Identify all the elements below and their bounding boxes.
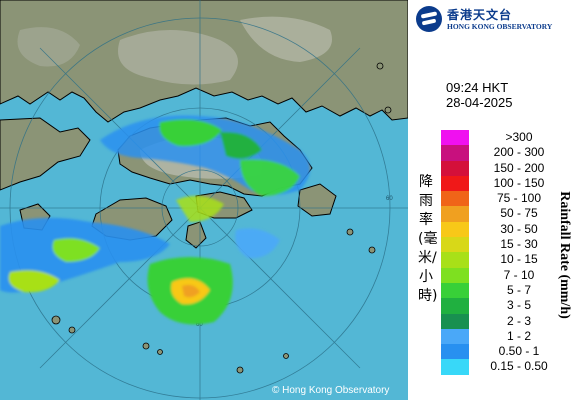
rain-cell (220, 131, 262, 159)
legend-swatch (441, 160, 469, 176)
legend-row: 75 - 100 (441, 191, 571, 207)
legend-swatch (441, 175, 469, 192)
hko-logo: 香港天文台 HONG KONG OBSERVATORY (414, 6, 574, 36)
rain-echoes (0, 115, 310, 325)
legend-swatch (441, 237, 469, 253)
legend-row: 200 - 300 (441, 145, 571, 161)
copyright-text: © Hong Kong Observatory (272, 385, 390, 396)
legend-range-label: >300 (505, 130, 533, 144)
legend-swatch (441, 359, 469, 375)
logo-chinese-name: 香港天文台 (447, 8, 513, 22)
west-peninsula (0, 117, 91, 191)
legend-row: 7 - 10 (441, 267, 571, 283)
rain-cell (235, 228, 280, 259)
info-panel: 香港天文台 HONG KONG OBSERVATORY 09:24 HKT 28… (408, 0, 577, 400)
legend-swatch (441, 267, 469, 283)
legend-swatch (441, 313, 469, 329)
legend-row: 50 - 75 (441, 206, 571, 222)
legend-swatch (441, 145, 469, 161)
rain-cell (176, 195, 224, 222)
legend-swatch (441, 298, 469, 314)
legend-swatch (441, 328, 469, 345)
legend-row: 1 - 2 (441, 328, 571, 345)
legend-row: 10 - 15 (441, 252, 571, 268)
lamma-island (185, 221, 207, 249)
legend-swatch (441, 130, 469, 146)
legend-range-label: 30 - 50 (500, 221, 538, 236)
legend-swatch (441, 282, 469, 299)
rain-cell (52, 238, 100, 262)
legend-range-label: 50 - 75 (500, 206, 538, 221)
legend-range-label: 1 - 2 (506, 328, 531, 343)
legend-range-label: 5 - 7 (506, 282, 531, 297)
legend-range-label: 75 - 100 (496, 191, 542, 206)
rainfall-legend: >300 200 - 300 150 - 200 100 - 150 75 - 100 5… (441, 130, 571, 375)
legend-range-label: 150 - 200 (493, 160, 545, 175)
legend-swatch (441, 206, 469, 222)
legend-title-english-wrap: Rainfall Rate (mm/h) (556, 170, 572, 340)
rain-cell (159, 119, 222, 147)
legend-range-label: 10 - 15 (500, 252, 538, 267)
cloud-patch (17, 27, 80, 67)
logo-english-name: HONG KONG OBSERVATORY (447, 22, 553, 31)
legend-row: 0.15 - 0.50 (441, 359, 571, 375)
legend-swatch (441, 191, 469, 207)
rain-cell (8, 270, 61, 293)
observation-date: 28-04-2025 (446, 95, 513, 110)
legend-row: 2 - 3 (441, 313, 571, 329)
legend-range-label: 3 - 5 (506, 298, 531, 313)
legend-row: 30 - 50 (441, 221, 571, 238)
observation-time: 09:24 HKT (446, 80, 509, 95)
range-ring-label: 60 (196, 322, 203, 328)
legend-row: 15 - 30 (441, 237, 571, 253)
radar-map: 60 60 © Hong Kong Observatory (0, 0, 408, 400)
hko-logo-icon (416, 6, 442, 32)
legend-row: 150 - 200 (441, 160, 571, 176)
legend-range-label: 100 - 150 (493, 175, 545, 190)
legend-range-label: 2 - 3 (506, 313, 531, 328)
legend-swatch (441, 252, 469, 268)
legend-range-label: 7 - 10 (503, 267, 535, 282)
radar-map-canvas: 60 60 (0, 0, 408, 400)
legend-row: 100 - 150 (441, 175, 571, 192)
cloud-patch (240, 16, 332, 63)
legend-range-label: 15 - 30 (500, 237, 538, 252)
legend-row: 3 - 5 (441, 298, 571, 314)
legend-swatch (441, 344, 469, 360)
legend-range-label: 200 - 300 (493, 145, 545, 160)
legend-title-chinese: 降雨率(毫米/小時) (418, 174, 438, 304)
legend-range-label: 0.15 - 0.50 (490, 359, 548, 374)
rain-cell-core (182, 284, 200, 298)
legend-row: 5 - 7 (441, 282, 571, 299)
range-ring-label: 60 (386, 196, 393, 202)
cloud-patch (118, 30, 238, 85)
legend-row: 0.50 - 1 (441, 344, 571, 360)
legend-range-label: 0.50 - 1 (498, 344, 540, 359)
rain-cell (240, 159, 300, 196)
legend-swatch (441, 221, 469, 238)
legend-title-english: Rainfall Rate (mm/h) (557, 191, 572, 319)
small-islands (51, 62, 392, 374)
timestamp: 09:24 HKT 28-04-2025 (446, 80, 513, 110)
legend-row: >300 (441, 130, 571, 146)
